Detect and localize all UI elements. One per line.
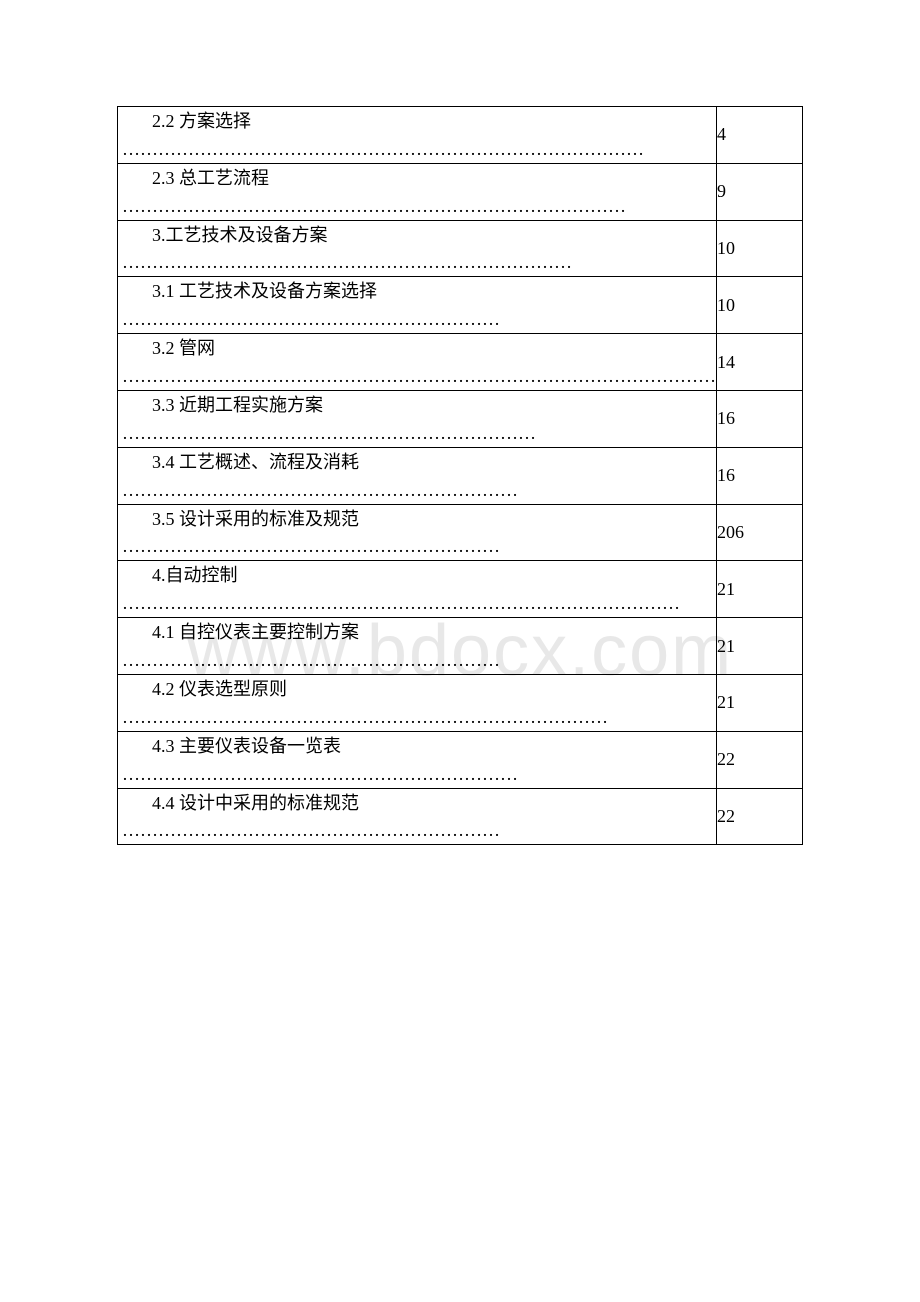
toc-page: 21 <box>717 636 735 656</box>
table-row: 4.3 主要仪表设备一览表 ………………………………………………………… 22 <box>118 731 803 788</box>
toc-dots: ……………………………………………………………………………………… <box>118 363 716 390</box>
toc-page: 21 <box>717 579 735 599</box>
toc-dots: ……………………………………………………… <box>118 306 716 333</box>
toc-dots: ……………………………………………………… <box>118 533 716 560</box>
toc-dots: …………………………………………………………………………… <box>118 136 716 163</box>
toc-title-cell: 3.1 工艺技术及设备方案选择 ……………………………………………………… <box>118 277 717 334</box>
toc-title: 2.3 总工艺流程 <box>118 164 716 193</box>
toc-title: 4.2 仪表选型原则 <box>118 675 716 704</box>
toc-page: 4 <box>717 124 726 144</box>
toc-page: 22 <box>717 749 735 769</box>
toc-page: 10 <box>717 238 735 258</box>
toc-title: 2.2 方案选择 <box>118 107 716 136</box>
toc-title: 3.3 近期工程实施方案 <box>118 391 716 420</box>
toc-page-cell: 9 <box>717 163 803 220</box>
toc-title: 4.3 主要仪表设备一览表 <box>118 732 716 761</box>
toc-dots: ………………………………………………………… <box>118 477 716 504</box>
toc-title: 3.工艺技术及设备方案 <box>118 221 716 250</box>
toc-dots: …………………………………………………………… <box>118 420 716 447</box>
table-row: 3.4 工艺概述、流程及消耗 ………………………………………………………… 16 <box>118 447 803 504</box>
toc-page-cell: 22 <box>717 731 803 788</box>
toc-table: 2.2 方案选择 …………………………………………………………………………… 4… <box>117 106 803 845</box>
toc-title: 4.1 自控仪表主要控制方案 <box>118 618 716 647</box>
table-row: 4.4 设计中采用的标准规范 ……………………………………………………… 22 <box>118 788 803 845</box>
toc-page-cell: 206 <box>717 504 803 561</box>
toc-title-cell: 2.3 总工艺流程 ………………………………………………………………………… <box>118 163 717 220</box>
toc-title-cell: 4.4 设计中采用的标准规范 ……………………………………………………… <box>118 788 717 845</box>
table-row: 3.1 工艺技术及设备方案选择 ……………………………………………………… 10 <box>118 277 803 334</box>
toc-page-cell: 10 <box>717 220 803 277</box>
toc-title: 3.4 工艺概述、流程及消耗 <box>118 448 716 477</box>
toc-page-cell: 21 <box>717 618 803 675</box>
toc-title-cell: 3.2 管网 ……………………………………………………………………………………… <box>118 334 717 391</box>
toc-dots: ……………………………………………………… <box>118 817 716 844</box>
toc-title: 4.4 设计中采用的标准规范 <box>118 789 716 818</box>
table-row: 4.自动控制 ………………………………………………………………………………… 2… <box>118 561 803 618</box>
table-row: 3.工艺技术及设备方案 ………………………………………………………………… 10 <box>118 220 803 277</box>
toc-dots: ………………………………………………………………… <box>118 249 716 276</box>
toc-page-cell: 22 <box>717 788 803 845</box>
toc-title-cell: 4.1 自控仪表主要控制方案 ……………………………………………………… <box>118 618 717 675</box>
toc-title-cell: 2.2 方案选择 …………………………………………………………………………… <box>118 107 717 164</box>
table-row: 2.3 总工艺流程 ………………………………………………………………………… 9 <box>118 163 803 220</box>
toc-page-cell: 10 <box>717 277 803 334</box>
toc-page: 16 <box>717 465 735 485</box>
toc-page: 206 <box>717 522 744 542</box>
toc-title-cell: 3.3 近期工程实施方案 …………………………………………………………… <box>118 390 717 447</box>
toc-dots: ……………………………………………………… <box>118 647 716 674</box>
toc-page: 9 <box>717 181 726 201</box>
table-row: 3.2 管网 ………………………………………………………………………………………… <box>118 334 803 391</box>
toc-page: 22 <box>717 806 735 826</box>
toc-page-cell: 21 <box>717 561 803 618</box>
toc-page: 14 <box>717 352 735 372</box>
table-row: 2.2 方案选择 …………………………………………………………………………… 4 <box>118 107 803 164</box>
toc-page-cell: 16 <box>717 390 803 447</box>
toc-page: 16 <box>717 408 735 428</box>
toc-title: 3.5 设计采用的标准及规范 <box>118 505 716 534</box>
toc-tbody: 2.2 方案选择 …………………………………………………………………………… 4… <box>118 107 803 845</box>
table-row: 3.5 设计采用的标准及规范 ……………………………………………………… 206 <box>118 504 803 561</box>
toc-title-cell: 3.5 设计采用的标准及规范 ……………………………………………………… <box>118 504 717 561</box>
toc-page-cell: 14 <box>717 334 803 391</box>
table-row: 3.3 近期工程实施方案 …………………………………………………………… 16 <box>118 390 803 447</box>
toc-title-cell: 4.3 主要仪表设备一览表 ………………………………………………………… <box>118 731 717 788</box>
toc-dots: ………………………………………………………… <box>118 761 716 788</box>
toc-title: 3.1 工艺技术及设备方案选择 <box>118 277 716 306</box>
toc-title: 4.自动控制 <box>118 561 716 590</box>
toc-title-cell: 3.4 工艺概述、流程及消耗 ………………………………………………………… <box>118 447 717 504</box>
toc-title-cell: 4.2 仪表选型原则 ……………………………………………………………………… <box>118 674 717 731</box>
toc-title-cell: 3.工艺技术及设备方案 ………………………………………………………………… <box>118 220 717 277</box>
table-row: 4.1 自控仪表主要控制方案 ……………………………………………………… 21 <box>118 618 803 675</box>
toc-page-cell: 21 <box>717 674 803 731</box>
table-row: 4.2 仪表选型原则 ……………………………………………………………………… 2… <box>118 674 803 731</box>
toc-page-cell: 4 <box>717 107 803 164</box>
toc-title-cell: 4.自动控制 ………………………………………………………………………………… <box>118 561 717 618</box>
toc-dots: ………………………………………………………………………… <box>118 193 716 220</box>
toc-page-cell: 16 <box>717 447 803 504</box>
toc-page: 10 <box>717 295 735 315</box>
toc-title: 3.2 管网 <box>118 334 716 363</box>
toc-page: 21 <box>717 692 735 712</box>
toc-dots: ………………………………………………………………………………… <box>118 590 716 617</box>
toc-dots: ……………………………………………………………………… <box>118 704 716 731</box>
